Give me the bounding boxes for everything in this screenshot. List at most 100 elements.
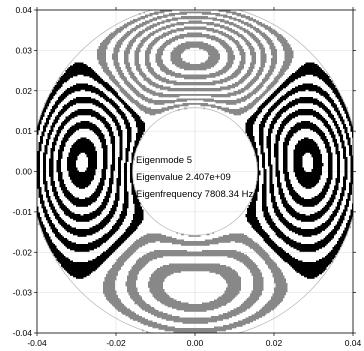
field-stripe (337, 130, 342, 132)
field-stripe (341, 145, 345, 147)
field-stripe (250, 140, 255, 143)
field-stripe (251, 59, 256, 62)
field-stripe (272, 205, 277, 207)
field-stripe (262, 163, 265, 165)
field-stripe (131, 188, 135, 191)
field-stripe (250, 80, 256, 83)
field-stripe (272, 202, 277, 204)
field-stripe (130, 76, 136, 78)
field-stripe (298, 233, 318, 236)
field-stripe (53, 86, 61, 89)
field-stripe (97, 53, 106, 56)
field-stripe (95, 239, 108, 242)
field-stripe (49, 245, 57, 248)
field-stripe (59, 206, 67, 209)
field-stripe (344, 175, 348, 177)
field-stripe (269, 190, 274, 192)
field-stripe (343, 230, 348, 233)
field-stripe (119, 143, 123, 146)
field-stripe (127, 275, 138, 278)
field-stripe (95, 209, 103, 212)
field-stripe (250, 269, 261, 272)
field-stripe (46, 196, 51, 198)
field-stripe (112, 265, 123, 267)
field-stripe (181, 244, 210, 246)
field-stripe (283, 148, 288, 150)
field-stripe (137, 320, 153, 323)
field-stripe (173, 104, 189, 107)
field-stripe (62, 139, 69, 141)
field-stripe (52, 91, 57, 93)
field-stripe (128, 86, 135, 89)
field-stripe (170, 74, 220, 77)
field-stripe (73, 98, 96, 101)
field-stripe (118, 86, 123, 89)
x-tick-label: 0.00 (187, 338, 204, 348)
field-stripe (136, 82, 141, 84)
field-stripe (67, 161, 76, 164)
field-stripe (338, 238, 345, 240)
field-stripe (278, 110, 286, 113)
field-stripe (221, 275, 240, 278)
field-stripe (233, 32, 240, 35)
field-stripe (116, 68, 121, 71)
field-stripe (268, 301, 282, 303)
field-stripe (112, 53, 118, 56)
field-stripe (142, 76, 147, 78)
field-stripe (259, 128, 264, 131)
field-stripe (337, 158, 340, 161)
field-stripe (260, 256, 270, 258)
field-stripe (124, 251, 135, 254)
field-stripe (130, 181, 133, 183)
field-stripe (136, 121, 144, 123)
field-stripe (67, 88, 99, 90)
field-stripe (269, 185, 274, 188)
field-stripe (226, 289, 241, 291)
field-stripe (44, 212, 48, 215)
field-stripe (133, 199, 139, 201)
field-stripe (43, 175, 46, 177)
field-stripe (250, 65, 255, 68)
field-stripe (284, 55, 294, 57)
field-stripe (338, 134, 343, 137)
field-stripe (71, 145, 94, 147)
field-stripe (128, 71, 133, 74)
field-stripe (340, 196, 343, 198)
field-stripe (272, 229, 280, 231)
field-stripe (59, 185, 66, 188)
field-stripe (272, 275, 285, 278)
field-stripe (38, 194, 43, 197)
field-stripe (68, 128, 79, 131)
field-stripe (85, 170, 96, 173)
field-stripe (254, 154, 258, 156)
field-stripe (337, 170, 340, 173)
field-stripe (43, 172, 46, 174)
field-stripe (344, 229, 349, 231)
field-stripe (140, 16, 148, 18)
field-stripe (274, 79, 279, 81)
field-stripe (332, 247, 340, 249)
field-stripe (103, 122, 109, 125)
field-stripe (260, 148, 264, 150)
field-stripe (274, 148, 279, 150)
field-stripe (224, 22, 234, 24)
field-stripe (287, 115, 298, 117)
field-stripe (89, 227, 103, 230)
field-stripe (118, 71, 123, 74)
field-stripe (283, 82, 291, 84)
field-stripe (121, 211, 127, 213)
field-stripe (260, 65, 265, 68)
field-stripe (109, 133, 114, 135)
field-stripe (335, 184, 339, 186)
field-stripe (268, 109, 274, 111)
field-stripe (280, 256, 292, 258)
field-stripe (125, 283, 136, 285)
field-stripe (130, 74, 135, 77)
field-stripe (124, 200, 129, 203)
field-stripe (220, 43, 228, 45)
field-stripe (163, 265, 226, 267)
field-stripe (68, 101, 100, 104)
field-stripe (136, 137, 141, 140)
field-stripe (101, 145, 108, 147)
field-stripe (44, 149, 48, 152)
